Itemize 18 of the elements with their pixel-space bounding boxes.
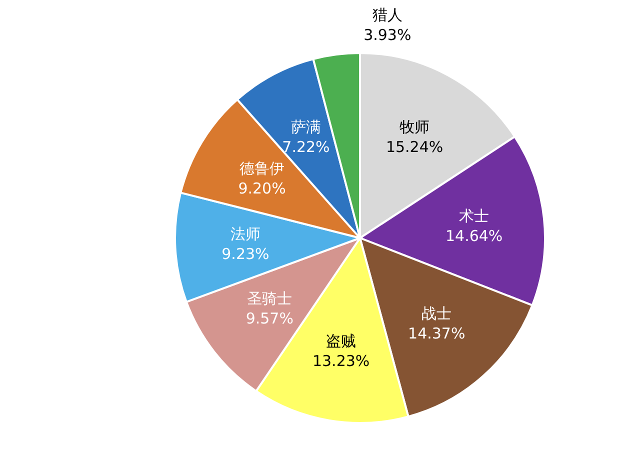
data-label: 15.24% <box>386 138 444 156</box>
data-label: 13.23% <box>312 352 370 370</box>
data-label: 3.93% <box>364 26 412 44</box>
slice-label: 术士 <box>459 207 490 226</box>
slice-label: 圣骑士 <box>247 290 292 308</box>
data-label: 14.64% <box>445 227 503 246</box>
data-label: 9.57% <box>246 310 294 328</box>
data-label: 9.20% <box>238 179 286 198</box>
data-label: 9.23% <box>222 245 270 264</box>
data-label: 14.37% <box>408 324 466 342</box>
slice-label: 萨满 <box>290 118 321 136</box>
slice-label: 战士 <box>422 304 452 322</box>
slice-label: 德鲁伊 <box>240 159 285 178</box>
slice-label: 法师 <box>230 225 260 244</box>
slice-label: 盗贼 <box>326 332 356 350</box>
data-label: 7.22% <box>282 138 330 156</box>
slice-label: 牧师 <box>400 118 430 136</box>
slice-label: 猎人 <box>372 6 402 24</box>
